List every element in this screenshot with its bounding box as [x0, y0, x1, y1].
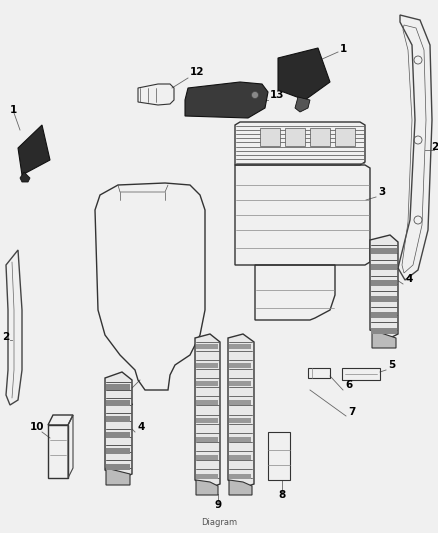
Bar [106, 448, 130, 454]
Bar [106, 400, 130, 406]
Polygon shape [18, 125, 50, 175]
Polygon shape [228, 334, 254, 488]
Bar [229, 455, 251, 461]
Text: 3: 3 [378, 187, 385, 197]
Bar [196, 455, 218, 461]
Text: 2: 2 [431, 142, 438, 152]
Text: 9: 9 [215, 500, 222, 510]
Bar [196, 362, 218, 368]
Bar [196, 474, 218, 479]
Text: 10: 10 [30, 422, 45, 432]
Bar [106, 384, 130, 390]
Polygon shape [105, 372, 132, 478]
Polygon shape [295, 97, 310, 112]
Bar [229, 437, 251, 442]
Text: 5: 5 [388, 360, 395, 370]
Polygon shape [196, 480, 218, 495]
Bar [371, 280, 397, 286]
Text: 4: 4 [405, 274, 412, 284]
Text: 4: 4 [137, 422, 145, 432]
Bar [106, 432, 130, 438]
Bar [371, 264, 397, 270]
Bar [371, 328, 397, 334]
Text: 7: 7 [348, 407, 355, 417]
Bar [229, 344, 251, 349]
Bar [229, 418, 251, 423]
Bar [106, 464, 130, 470]
Bar [196, 344, 218, 349]
Bar [196, 418, 218, 423]
Bar [229, 474, 251, 479]
Bar [260, 128, 280, 146]
Polygon shape [195, 334, 220, 488]
Bar [196, 437, 218, 442]
Bar [229, 400, 251, 405]
Circle shape [251, 92, 258, 99]
Text: 6: 6 [345, 380, 352, 390]
Polygon shape [370, 235, 398, 338]
Bar [285, 128, 305, 146]
Polygon shape [185, 82, 268, 118]
Polygon shape [229, 480, 252, 495]
Text: 1: 1 [10, 105, 17, 115]
Text: 11: 11 [120, 397, 134, 407]
Text: 1: 1 [340, 44, 347, 54]
Polygon shape [278, 48, 330, 100]
Bar [335, 128, 355, 146]
Bar [229, 381, 251, 386]
Polygon shape [20, 172, 30, 182]
Text: 13: 13 [270, 90, 285, 100]
Bar [229, 362, 251, 368]
Text: Diagram: Diagram [201, 518, 237, 527]
Text: 8: 8 [279, 490, 286, 500]
Polygon shape [106, 468, 130, 485]
Text: 12: 12 [190, 67, 205, 77]
Polygon shape [372, 330, 396, 348]
Bar [310, 128, 330, 146]
Bar [371, 312, 397, 318]
Bar [196, 381, 218, 386]
Bar [371, 248, 397, 254]
Bar [106, 416, 130, 422]
Text: 2: 2 [2, 332, 9, 342]
Bar [196, 400, 218, 405]
Bar [371, 296, 397, 302]
